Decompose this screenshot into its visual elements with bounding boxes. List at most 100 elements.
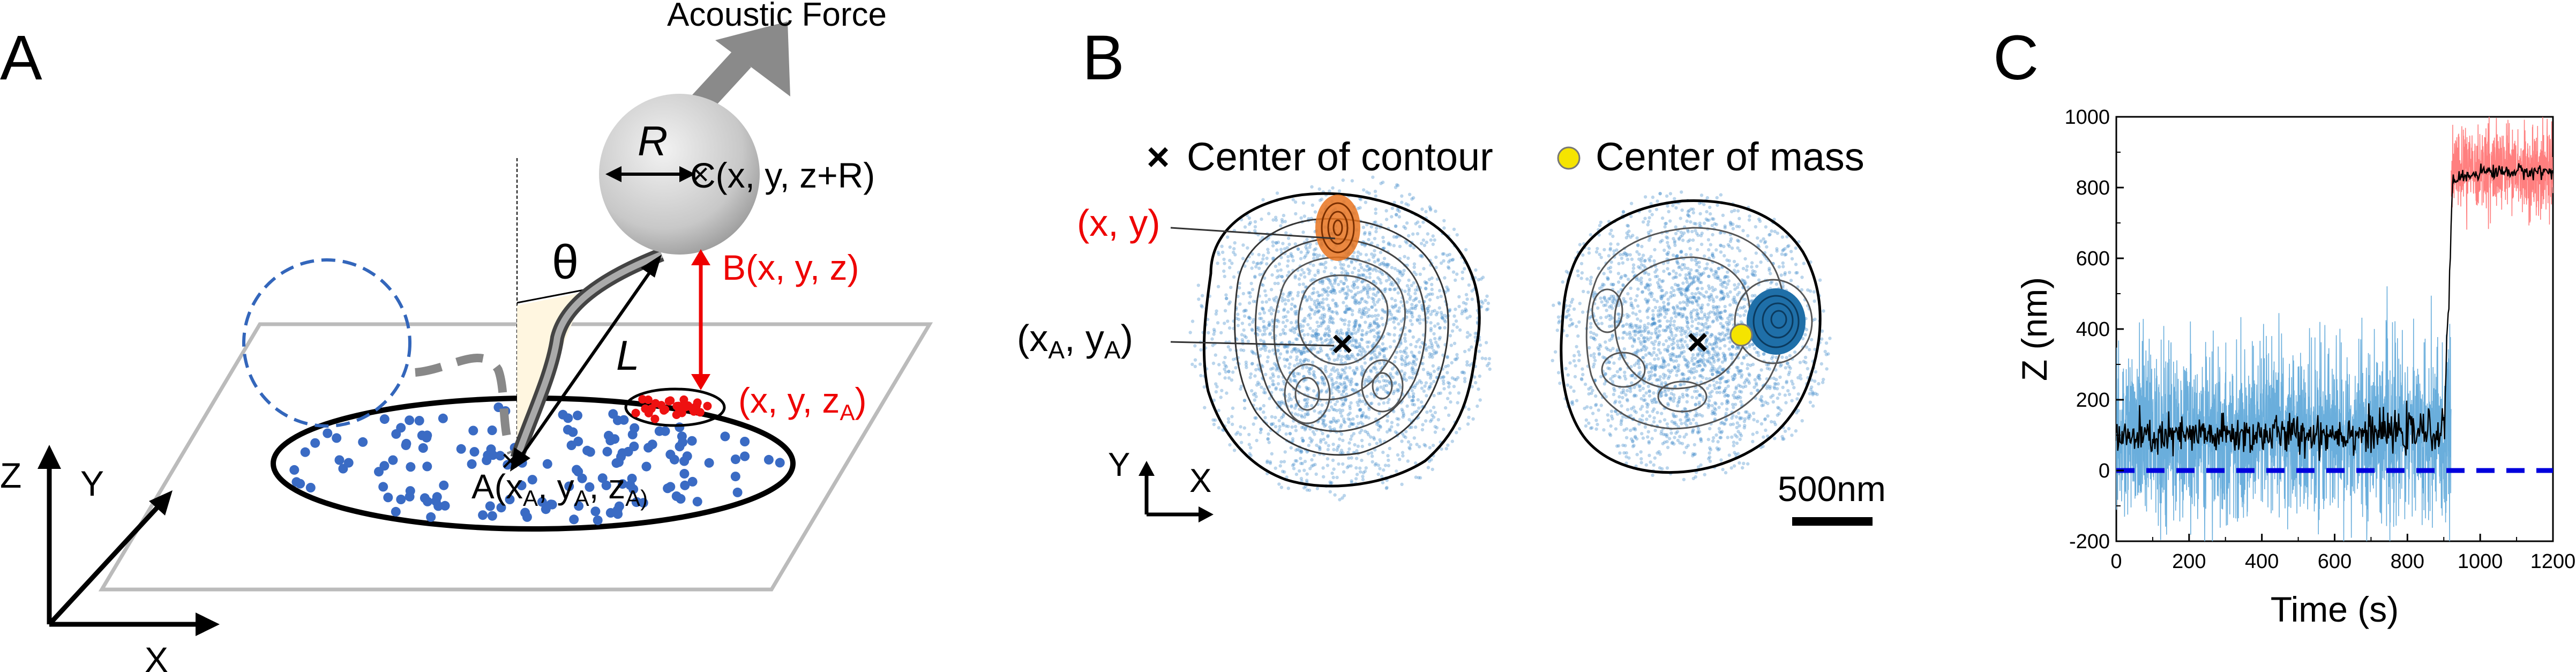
cloud-point	[1220, 428, 1225, 432]
cloud-point	[1719, 250, 1723, 254]
cloud-point	[1706, 437, 1710, 442]
cloud-point	[1317, 187, 1321, 191]
cloud-point	[1305, 402, 1308, 406]
cloud-point	[1305, 401, 1309, 405]
cloud-point	[1363, 469, 1367, 473]
cloud-point	[1303, 295, 1307, 299]
axes-3d	[38, 445, 220, 636]
cloud-point	[1456, 401, 1459, 405]
cloud-point	[1286, 255, 1290, 259]
cloud-point	[1629, 201, 1634, 205]
cloud-point	[1322, 381, 1327, 385]
cloud-point	[1602, 428, 1606, 432]
cloud-point	[1476, 404, 1479, 408]
cloud-point	[1275, 191, 1279, 195]
blue-dot	[438, 413, 448, 423]
cloud-point	[1414, 383, 1418, 387]
cloud-point	[1394, 185, 1398, 189]
cloud-point	[1718, 231, 1722, 235]
cloud-point	[1359, 421, 1363, 424]
cloud-point	[1712, 300, 1716, 303]
cloud-point	[1424, 295, 1428, 299]
cloud-point	[1609, 282, 1613, 286]
legend-contour-label: Center of contour	[1187, 135, 1493, 179]
cloud-point	[1629, 214, 1633, 219]
blue-dot	[414, 416, 424, 425]
cloud-point	[1625, 398, 1629, 401]
cloud-point	[1286, 259, 1290, 263]
cloud-point	[1323, 334, 1327, 338]
cloud-point	[1345, 291, 1349, 295]
cloud-point	[1806, 367, 1809, 371]
cloud-point	[1470, 345, 1473, 349]
cloud-point	[1352, 369, 1356, 372]
cloud-point	[1300, 450, 1304, 453]
cloud-point	[1691, 276, 1695, 280]
cloud-point	[1328, 420, 1332, 424]
cloud-point	[1382, 354, 1386, 357]
cloud-point	[1616, 272, 1621, 275]
cloud-point	[1644, 353, 1648, 357]
cloud-point	[1294, 429, 1298, 432]
cloud-point	[1652, 463, 1656, 467]
cloud-point	[1284, 302, 1287, 306]
cloud-point	[1680, 293, 1683, 297]
cloud-point	[1738, 225, 1741, 229]
cloud-point	[1612, 294, 1615, 298]
cloud-point	[1661, 372, 1666, 376]
cloud-point	[1242, 406, 1247, 410]
cloud-point	[1336, 371, 1341, 375]
cloud-point	[1579, 262, 1584, 266]
cloud-point	[1322, 320, 1326, 324]
cloud-point	[1362, 310, 1366, 314]
cloud-point	[1324, 289, 1328, 293]
blue-dot	[671, 491, 682, 501]
cloud-point	[1400, 407, 1404, 412]
cloud-point	[1339, 280, 1343, 283]
cloud-point	[1262, 319, 1265, 324]
cloud-point	[1344, 344, 1348, 347]
cloud-point	[1422, 443, 1426, 446]
hotspot	[1315, 195, 1360, 261]
cloud-point	[1662, 376, 1666, 380]
cloud-point	[1721, 292, 1725, 296]
cloud-point	[1384, 209, 1388, 213]
cloud-point	[1679, 230, 1683, 234]
cloud-point	[1477, 278, 1480, 282]
cloud-point	[1667, 335, 1671, 340]
cloud-point	[1410, 323, 1414, 326]
cloud-point	[1407, 446, 1411, 450]
cloud-point	[1363, 230, 1367, 235]
cloud-point	[1458, 328, 1462, 332]
cloud-point	[1324, 365, 1328, 369]
cloud-point	[1267, 212, 1271, 215]
cloud-point	[1317, 253, 1321, 257]
cloud-point	[1556, 315, 1561, 319]
cloud-point	[1322, 333, 1327, 337]
cloud-point	[1271, 218, 1275, 222]
cloud-point	[1395, 234, 1399, 238]
cloud-point	[1593, 359, 1597, 362]
cloud-point	[1644, 463, 1648, 467]
cloud-point	[1611, 334, 1615, 338]
cloud-point	[1388, 243, 1392, 247]
cloud-point	[1632, 444, 1636, 447]
cloud-point	[1711, 310, 1715, 314]
cloud-point	[1438, 289, 1442, 293]
cloud-point	[1375, 226, 1379, 230]
cloud-point	[1337, 444, 1341, 447]
cloud-point	[1786, 389, 1790, 393]
cloud-point	[1589, 354, 1593, 357]
cloud-point	[1749, 391, 1753, 395]
cloud-point	[1264, 294, 1268, 297]
cloud-point	[1465, 360, 1469, 364]
cloud-point	[1268, 331, 1272, 335]
cloud-point	[1776, 232, 1779, 235]
cloud-point	[1368, 266, 1372, 270]
cloud-point	[1478, 398, 1482, 402]
cloud-point	[1354, 338, 1358, 342]
cloud-point	[1780, 355, 1784, 359]
cloud-point	[1414, 222, 1418, 226]
cloud-point	[1299, 352, 1303, 356]
cloud-point	[1612, 301, 1615, 305]
